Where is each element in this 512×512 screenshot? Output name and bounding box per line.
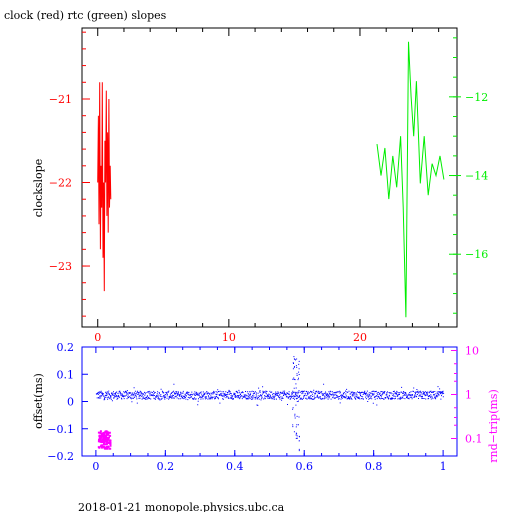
slope-left-y-tick-label: −21 bbox=[49, 93, 72, 106]
slope-x-tick-label: 10 bbox=[222, 331, 236, 344]
offset-x-tick-label: 0.2 bbox=[157, 460, 175, 473]
slope-right-y-tick-label: −16 bbox=[465, 248, 488, 261]
rndtrip-right-y-axis: 10 1 0.1 bbox=[451, 344, 483, 445]
offset-y-tick-label: 0.1 bbox=[57, 368, 75, 381]
offset-plot-frame bbox=[81, 346, 458, 457]
rndtrip-points bbox=[97, 430, 112, 450]
footer-label: 2018-01-21 monopole.physics.ubc.ca bbox=[78, 501, 285, 512]
slope-left-y-tick-label: −23 bbox=[49, 260, 72, 273]
rtc-series-line bbox=[376, 41, 445, 318]
rndtrip-y-tick-label: 10 bbox=[465, 344, 479, 357]
rndtrip-y-tick-label: 1 bbox=[465, 388, 472, 401]
clock-series-line bbox=[97, 82, 112, 292]
rndtrip-y-tick-label: 0.1 bbox=[465, 432, 483, 445]
offset-x-tick-label: 1 bbox=[440, 460, 447, 473]
slope-left-y-tick-label: −22 bbox=[49, 177, 72, 190]
offset-series bbox=[95, 356, 445, 452]
offset-x-axis: 0 0.2 0.4 0.6 0.8 1 bbox=[92, 347, 447, 473]
slope-x-tick-label: 0 bbox=[94, 331, 101, 344]
offset-x-tick-label: 0.6 bbox=[295, 460, 313, 473]
slope-plot-frame bbox=[81, 27, 458, 328]
offset-x-tick-label: 0.8 bbox=[365, 460, 383, 473]
offset-y-axis-label: offset(ms) bbox=[32, 373, 45, 429]
slope-x-tick-label: 20 bbox=[353, 331, 367, 344]
slope-chart: 0 10 20 −21 −22 −23 −12 −14 −16 clockslope bbox=[32, 27, 488, 344]
offset-y-tick-label: 0 bbox=[67, 396, 74, 409]
slope-right-y-tick-label: −14 bbox=[465, 170, 488, 183]
slope-left-y-axis: −21 −22 −23 bbox=[49, 31, 90, 317]
offset-left-y-axis: 0.2 0.1 0 −0.1 −0.2 bbox=[47, 341, 88, 463]
offset-x-tick-label: 0 bbox=[92, 460, 99, 473]
slope-series bbox=[97, 41, 445, 318]
offset-chart: 0 0.2 0.4 0.6 0.8 1 0.2 0.1 0 −0.1 −0.2 10 1 0.1 of… bbox=[32, 341, 500, 473]
offset-y-tick-label: −0.1 bbox=[47, 423, 74, 436]
slope-y-axis-label: clockslope bbox=[32, 159, 45, 217]
chart-title: clock (red) rtc (green) slopes bbox=[4, 9, 167, 22]
slope-x-axis: 0 10 20 bbox=[94, 28, 440, 344]
slope-right-y-tick-label: −12 bbox=[465, 91, 488, 104]
slope-right-y-axis: −12 −14 −16 bbox=[449, 37, 488, 314]
rndtrip-y-axis-label: rnd−trip(ms) bbox=[487, 389, 500, 463]
offset-x-tick-label: 0.4 bbox=[226, 460, 244, 473]
offset-y-tick-label: 0.2 bbox=[57, 341, 75, 354]
offset-points bbox=[95, 356, 445, 452]
offset-y-tick-label: −0.2 bbox=[47, 450, 74, 463]
